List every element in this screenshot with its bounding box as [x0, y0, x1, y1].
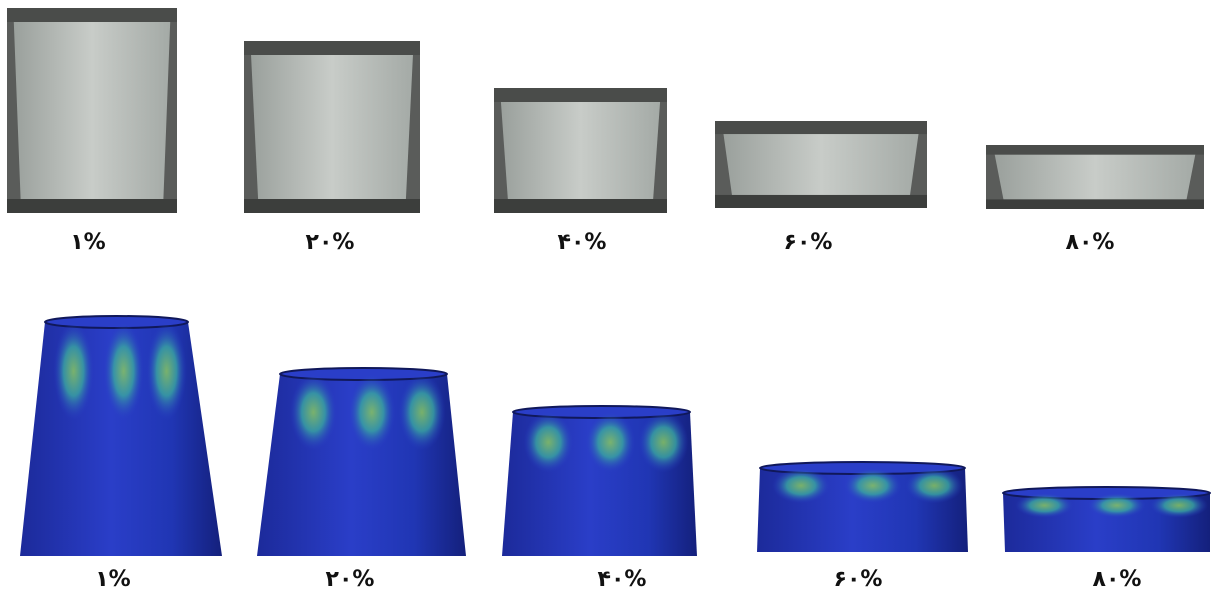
platen-top: [986, 145, 1204, 155]
specimen-photo: [251, 55, 413, 199]
stress-zone: [1015, 493, 1073, 518]
photo-label: ۸۰%: [1066, 230, 1115, 255]
specimen-photo: [995, 155, 1196, 200]
platen-bottom: [7, 199, 177, 213]
photo-label: ۶۰%: [784, 230, 833, 255]
photo-label: ۱%: [70, 230, 105, 255]
stress-zone: [844, 468, 901, 503]
platen-top: [7, 8, 177, 22]
stress-zone: [104, 322, 144, 420]
platen-top: [494, 88, 667, 102]
platen-top: [244, 41, 420, 55]
photo-label: ۴۰%: [558, 230, 607, 255]
figure: ۱% ۲۰% ۴۰% ۶۰% ۸۰% ۱% ۲۰% ۴۰% ۶۰% ۸۰%: [0, 0, 1219, 596]
platen-bottom: [986, 199, 1204, 209]
stress-zone: [772, 468, 829, 503]
photo-label: ۲۰%: [306, 230, 355, 255]
simulation-label: ۸۰%: [1093, 567, 1142, 592]
stress-zone: [524, 412, 574, 472]
stress-zone: [639, 412, 689, 472]
simulation-label: ۴۰%: [598, 567, 647, 592]
specimen-photo: [723, 134, 918, 195]
simulation-label: ۶۰%: [834, 567, 883, 592]
simulation-label: ۲۰%: [326, 567, 375, 592]
platen-bottom: [494, 199, 667, 213]
stress-zone: [586, 412, 636, 472]
stress-zone: [1088, 493, 1146, 518]
stress-zone: [906, 468, 963, 503]
stress-zone: [290, 374, 337, 450]
stress-zone: [147, 322, 187, 420]
platen-bottom: [244, 199, 420, 213]
platen-bottom: [715, 195, 927, 208]
simulation-label: ۱%: [95, 567, 130, 592]
specimen-photo: [501, 102, 660, 199]
stress-zone: [54, 322, 94, 420]
platen-top: [715, 121, 927, 134]
stress-zone: [1150, 493, 1208, 518]
specimen-photo: [14, 22, 170, 199]
stress-zone: [348, 374, 395, 450]
stress-zone: [399, 374, 446, 450]
